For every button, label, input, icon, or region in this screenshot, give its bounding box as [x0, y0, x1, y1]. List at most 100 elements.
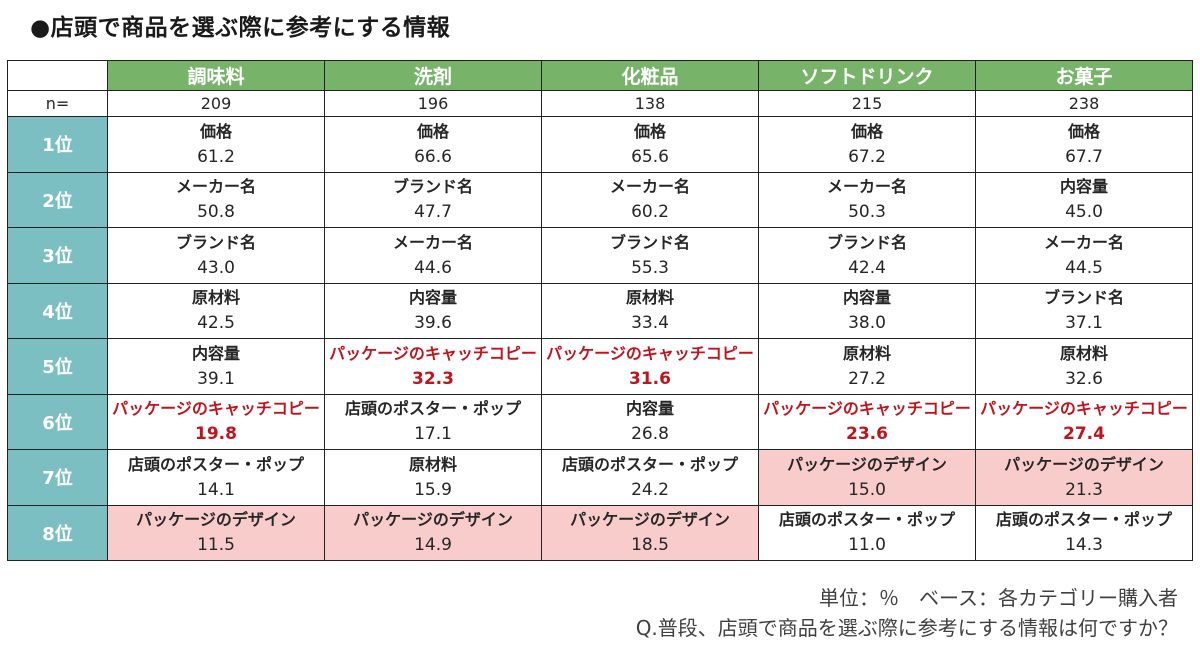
- info-source-label: パッケージのデザイン: [570, 510, 730, 530]
- category-header: お菓子: [975, 60, 1193, 91]
- percent-value: 37.1: [1065, 313, 1103, 334]
- rank-cell: 店頭のポスター・ポップ 14.1: [107, 449, 325, 506]
- percent-value: 47.7: [414, 202, 452, 223]
- percent-value: 44.5: [1065, 257, 1103, 278]
- info-source-label: 原材料: [842, 343, 891, 363]
- rank-cell: 店頭のポスター・ポップ 17.1: [324, 393, 542, 450]
- percent-value: 32.3: [412, 368, 454, 389]
- info-source-label: パッケージのキャッチコピー: [329, 343, 537, 363]
- percent-value: 23.6: [846, 424, 888, 445]
- info-source-label: パッケージのキャッチコピー: [980, 399, 1188, 419]
- percent-value: 18.5: [631, 535, 669, 556]
- rank-cell: 原材料 32.6: [975, 338, 1193, 395]
- percent-value: 42.4: [848, 257, 886, 278]
- rank-label: 4位: [7, 282, 108, 339]
- rank-cell: 価格 66.6: [324, 116, 542, 173]
- rank-cell: 価格 67.7: [975, 116, 1193, 173]
- rank-label: 2位: [7, 171, 108, 228]
- rank-cell: パッケージのデザイン 15.0: [758, 449, 976, 506]
- percent-value: 27.2: [848, 368, 886, 389]
- sample-size-cell: 196: [324, 90, 542, 117]
- rank-cell: メーカー名 50.8: [107, 171, 325, 228]
- percent-value: 11.5: [197, 535, 235, 556]
- rank-cell: ブランド名 47.7: [324, 171, 542, 228]
- percent-value: 26.8: [631, 424, 669, 445]
- rank-row: 4位 原材料 42.5 内容量 39.6 原材料 33.4 内容量 38.0 ブランド名 37.1: [7, 282, 1193, 339]
- rank-cell: パッケージのデザイン 11.5: [107, 504, 325, 561]
- rank-cell: ブランド名 42.4: [758, 227, 976, 284]
- rank-cell: 価格 61.2: [107, 116, 325, 173]
- category-header: 洗剤: [324, 60, 542, 91]
- info-source-label: 店頭のポスター・ポップ: [778, 510, 955, 530]
- percent-value: 11.0: [848, 535, 886, 556]
- rank-cell: 内容量 39.6: [324, 282, 542, 339]
- info-source-label: メーカー名: [826, 177, 907, 197]
- sample-size-row: n= 209 196 138 215 238: [7, 90, 1193, 117]
- percent-value: 50.8: [197, 202, 235, 223]
- info-source-label: パッケージのデザイン: [353, 510, 513, 530]
- page-title: ●店頭で商品を選ぶ際に参考にする情報: [30, 15, 451, 41]
- percent-value: 55.3: [631, 257, 669, 278]
- info-source-label: 内容量: [1059, 177, 1108, 197]
- corner-cell: [7, 60, 108, 91]
- info-source-label: 価格: [199, 121, 232, 141]
- percent-value: 67.2: [848, 146, 886, 167]
- info-source-label: 価格: [850, 121, 883, 141]
- info-source-label: 価格: [416, 121, 449, 141]
- n-label: n=: [7, 90, 108, 117]
- ranking-table: 調味料 洗剤 化粧品 ソフトドリンク お菓子 n= 209 196 138 215 238 1位…: [7, 60, 1193, 561]
- rank-cell: パッケージのキャッチコピー 32.3: [324, 338, 542, 395]
- rank-cell: 原材料 42.5: [107, 282, 325, 339]
- info-source-label: ブランド名: [1043, 288, 1124, 308]
- rank-cell: 店頭のポスター・ポップ 14.3: [975, 504, 1193, 561]
- percent-value: 50.3: [848, 202, 886, 223]
- percent-value: 39.6: [414, 313, 452, 334]
- category-header-row: 調味料 洗剤 化粧品 ソフトドリンク お菓子: [7, 60, 1193, 91]
- rank-cell: 原材料 33.4: [541, 282, 759, 339]
- info-source-label: パッケージのデザイン: [787, 454, 947, 474]
- info-source-label: パッケージのデザイン: [136, 510, 296, 530]
- rank-cell: 内容量 45.0: [975, 171, 1193, 228]
- percent-value: 17.1: [414, 424, 452, 445]
- percent-value: 39.1: [197, 368, 235, 389]
- rank-cell: 内容量 39.1: [107, 338, 325, 395]
- rank-cell: 価格 67.2: [758, 116, 976, 173]
- rank-row: 6位 パッケージのキャッチコピー 19.8 店頭のポスター・ポップ 17.1 内容量 26.…: [7, 393, 1193, 450]
- percent-value: 42.5: [197, 313, 235, 334]
- rank-cell: パッケージのデザイン 18.5: [541, 504, 759, 561]
- rank-row: 7位 店頭のポスター・ポップ 14.1 原材料 15.9 店頭のポスター・ポップ 24.2 パ…: [7, 449, 1193, 506]
- info-source-label: パッケージのキャッチコピー: [112, 399, 320, 419]
- footnotes: 単位：％ ベース：各カテゴリー購入者 Q.普段、店頭で商品を選ぶ際に参考にする情…: [636, 583, 1178, 643]
- question-note: Q.普段、店頭で商品を選ぶ際に参考にする情報は何ですか？: [635, 616, 1178, 640]
- rank-cell: 原材料 27.2: [758, 338, 976, 395]
- rank-label: 8位: [7, 504, 108, 561]
- info-source-label: 店頭のポスター・ポップ: [344, 399, 521, 419]
- percent-value: 15.0: [848, 479, 886, 500]
- rank-row: 1位 価格 61.2 価格 66.6 価格 65.6 価格 67.2 価格 67.7: [7, 116, 1193, 173]
- percent-value: 14.9: [414, 535, 452, 556]
- percent-value: 32.6: [1065, 368, 1103, 389]
- percent-value: 15.9: [414, 479, 452, 500]
- rank-cell: パッケージのキャッチコピー 31.6: [541, 338, 759, 395]
- info-source-label: パッケージのキャッチコピー: [546, 343, 754, 363]
- info-source-label: メーカー名: [392, 232, 473, 252]
- category-header: 調味料: [107, 60, 325, 91]
- sample-size-cell: 238: [975, 90, 1193, 117]
- percent-value: 14.3: [1065, 535, 1103, 556]
- rank-cell: 店頭のポスター・ポップ 24.2: [541, 449, 759, 506]
- rank-cell: パッケージのキャッチコピー 23.6: [758, 393, 976, 450]
- info-source-label: パッケージのキャッチコピー: [763, 399, 971, 419]
- info-source-label: 原材料: [191, 288, 240, 308]
- category-header: 化粧品: [541, 60, 759, 91]
- info-source-label: 内容量: [842, 288, 891, 308]
- rank-row: 8位 パッケージのデザイン 11.5 パッケージのデザイン 14.9 パッケージのデザイン…: [7, 504, 1193, 561]
- percent-value: 38.0: [848, 313, 886, 334]
- info-source-label: 内容量: [408, 288, 457, 308]
- sample-size-cell: 138: [541, 90, 759, 117]
- rank-cell: パッケージのデザイン 21.3: [975, 449, 1193, 506]
- rank-cell: パッケージのデザイン 14.9: [324, 504, 542, 561]
- rank-cell: 価格 65.6: [541, 116, 759, 173]
- rank-cell: 内容量 38.0: [758, 282, 976, 339]
- info-source-label: ブランド名: [175, 232, 256, 252]
- sample-size-cell: 215: [758, 90, 976, 117]
